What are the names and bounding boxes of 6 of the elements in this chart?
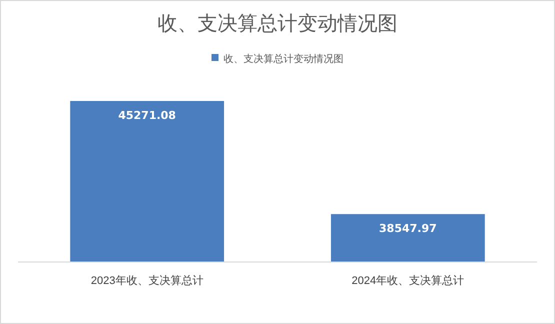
x-tick-label: 2023年收、支决算总计 [90,274,204,287]
legend-label: 收、支决算总计变动情况图 [224,53,344,65]
x-tick-label: 2024年收、支决算总计 [352,274,464,287]
data-label: 45271.08 [118,109,176,122]
data-label: 38547.97 [379,222,437,236]
chart-title: 收、支决算总计变动情况图 [158,11,398,35]
